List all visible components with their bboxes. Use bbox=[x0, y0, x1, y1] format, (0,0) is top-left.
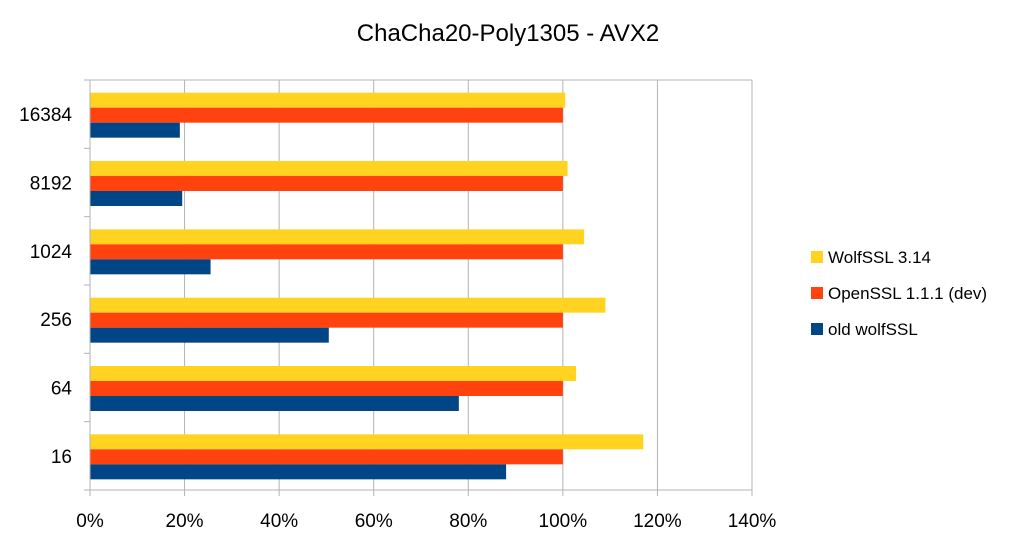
legend-swatch bbox=[811, 251, 823, 263]
x-tick-label: 60% bbox=[355, 511, 393, 532]
legend-swatch bbox=[811, 323, 823, 335]
legend-label: WolfSSL 3.14 bbox=[828, 248, 931, 267]
bar-old-wolfssl-8192 bbox=[90, 191, 183, 206]
bar-openssl-1-1-1-dev-16384 bbox=[90, 107, 563, 123]
x-tick-label: 140% bbox=[728, 511, 777, 532]
y-tick-label: 1024 bbox=[30, 242, 73, 263]
bar-openssl-1-1-1-dev-8192 bbox=[90, 176, 563, 191]
bar-wolfssl-3-14-256 bbox=[90, 297, 606, 313]
bar-wolfssl-3-14-16 bbox=[90, 434, 644, 450]
y-tick-label: 256 bbox=[40, 310, 72, 331]
bar-wolfssl-3-14-64 bbox=[90, 366, 577, 381]
y-tick-label: 8192 bbox=[30, 174, 72, 195]
bar-wolfssl-3-14-1024 bbox=[90, 229, 585, 245]
x-tick-label: 0% bbox=[76, 511, 104, 532]
y-tick-label: 16 bbox=[51, 447, 72, 468]
y-tick-label: 64 bbox=[51, 379, 73, 400]
legend-swatch bbox=[811, 287, 823, 299]
legend: WolfSSL 3.14 OpenSSL 1.1.1 (dev) old wolfS… bbox=[811, 248, 987, 339]
bar-openssl-1-1-1-dev-1024 bbox=[90, 244, 563, 260]
bar-old-wolfssl-16384 bbox=[90, 122, 180, 138]
bar-wolfssl-3-14-16384 bbox=[90, 92, 566, 108]
x-tick-label: 80% bbox=[449, 511, 487, 532]
bar-openssl-1-1-1-dev-16 bbox=[90, 449, 563, 465]
bar-wolfssl-3-14-8192 bbox=[90, 161, 568, 176]
x-tick-label: 40% bbox=[260, 511, 298, 532]
x-tick-label: 100% bbox=[539, 511, 588, 532]
bar-openssl-1-1-1-dev-256 bbox=[90, 312, 563, 328]
plot-background bbox=[90, 80, 752, 490]
bar-old-wolfssl-1024 bbox=[90, 259, 211, 275]
bar-openssl-1-1-1-dev-64 bbox=[90, 381, 563, 396]
legend-label: OpenSSL 1.1.1 (dev) bbox=[828, 284, 987, 303]
bar-old-wolfssl-16 bbox=[90, 464, 507, 480]
chart-title: ChaCha20-Poly1305 - AVX2 bbox=[357, 20, 659, 47]
y-tick-label: 16384 bbox=[19, 105, 72, 126]
bar-old-wolfssl-64 bbox=[90, 396, 459, 411]
legend-label: old wolfSSL bbox=[828, 320, 918, 339]
x-tick-label: 120% bbox=[633, 511, 682, 532]
plot-area: 0% 20% 40% 60% 80% 100% 120% 140% 16384 8192 1024 2… bbox=[19, 79, 777, 532]
x-tick-label: 20% bbox=[166, 511, 204, 532]
bar-old-wolfssl-256 bbox=[90, 327, 329, 343]
